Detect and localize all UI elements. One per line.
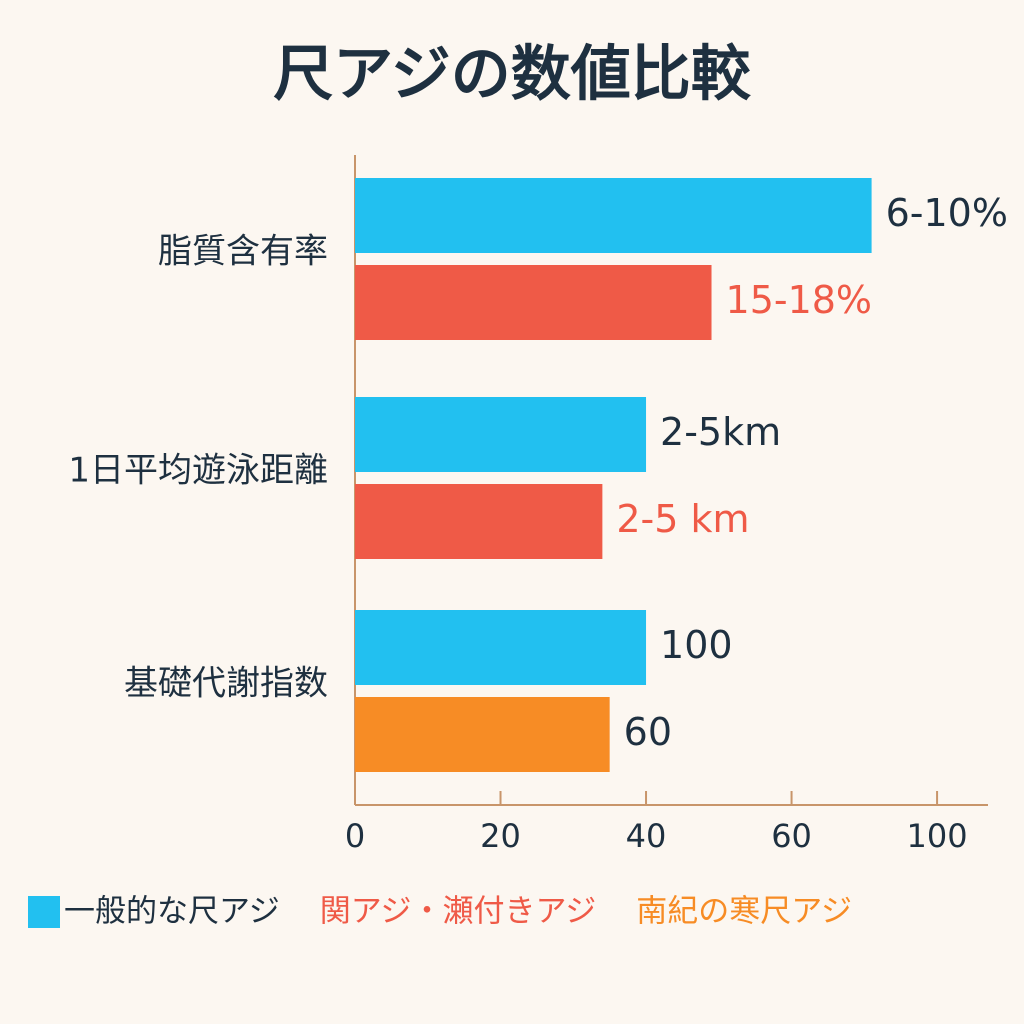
x-tick-label: 20: [480, 817, 521, 855]
x-tick-label: 100: [907, 817, 968, 855]
value-label: 15-18%: [726, 278, 873, 322]
value-label: 60: [624, 710, 672, 754]
chart-title: 尺アジの数値比較: [273, 40, 752, 110]
value-label: 2-5km: [660, 410, 781, 454]
value-label: 6-10%: [886, 191, 1008, 235]
bar: [355, 484, 603, 559]
x-tick-label: 60: [771, 817, 812, 855]
legend-label: 南紀の寒尺アジ: [636, 894, 852, 930]
x-tick-label: 40: [626, 817, 667, 855]
bar: [355, 697, 610, 772]
bar: [355, 397, 647, 472]
legend-swatch: [28, 896, 60, 928]
category-label: 脂質含有率: [158, 232, 328, 272]
legend-label: 一般的な尺アジ: [64, 894, 280, 930]
bar: [355, 265, 712, 340]
value-label: 2-5 km: [616, 497, 749, 541]
category-label: 1日平均遊泳距離: [68, 451, 328, 491]
bar: [355, 610, 647, 685]
bar: [355, 178, 872, 253]
legend-label: 関アジ・瀬付きアジ: [320, 894, 597, 930]
category-label: 基礎代謝指数: [124, 664, 328, 704]
x-tick-label: 0: [345, 817, 365, 855]
value-label: 100: [660, 623, 733, 667]
